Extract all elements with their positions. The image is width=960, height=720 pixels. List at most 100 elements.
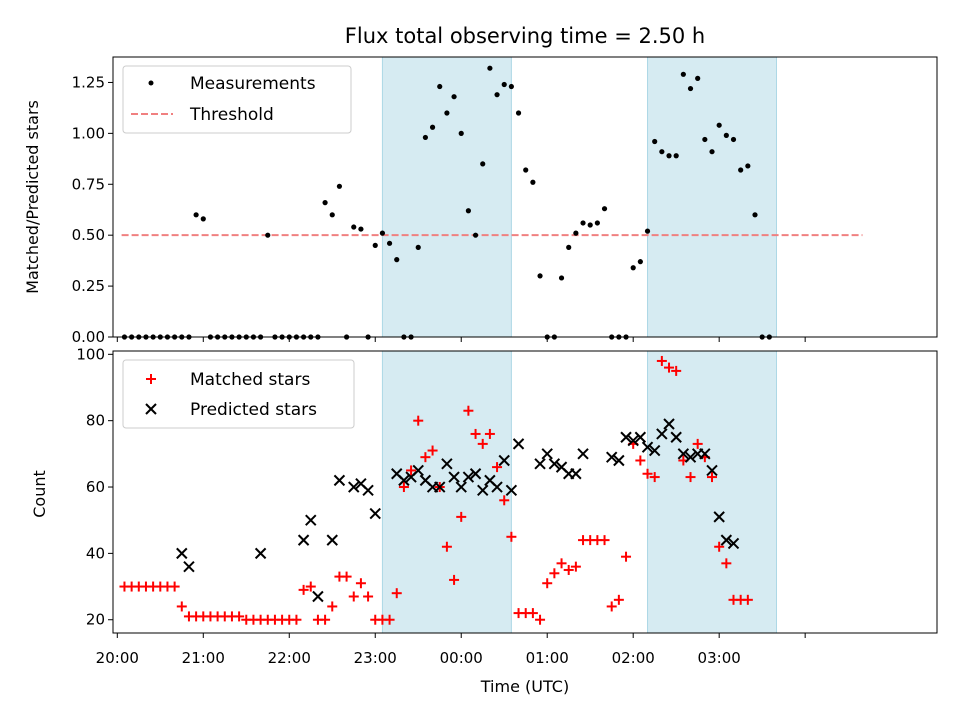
top-ytick-label-1: 0.25: [72, 277, 105, 295]
matched-point-74: [649, 472, 660, 483]
measurement-point-52: [494, 92, 500, 98]
predicted-point-45: [663, 418, 675, 430]
measurement-point-57: [530, 179, 536, 185]
measurement-point-28: [322, 200, 328, 206]
predicted-point-28: [505, 484, 518, 497]
legend-threshold-label: Threshold: [189, 105, 274, 125]
legend-matched-label: Matched stars: [190, 370, 310, 390]
predicted-point-43: [648, 444, 661, 457]
xtick-label-4: 00:00: [440, 649, 483, 667]
bottom-y-axis: 20 40 60 80 100: [76, 345, 113, 629]
predicted-point-7: [333, 474, 346, 487]
matched-point-40: [406, 465, 417, 476]
measurement-point-75: [659, 149, 665, 155]
measurement-point-30: [336, 183, 343, 189]
top-ytick-label-4: 1.00: [72, 124, 105, 142]
predicted-point-3: [297, 534, 310, 546]
bottom-ytick-label-4: 100: [76, 345, 105, 363]
ratio-panel: 0.00 0.25 0.50 0.75 1.00 1.25 Matched/Predict…: [23, 56, 938, 346]
predicted-point-48: [684, 451, 697, 463]
xtick-label-1: 21:00: [182, 649, 225, 667]
measurement-point-49: [472, 232, 479, 238]
measurement-point-81: [702, 136, 708, 143]
matched-point-7: [169, 581, 180, 592]
matched-point-87: [742, 594, 753, 605]
matched-point-26: [305, 581, 316, 592]
matched-point-50: [477, 438, 488, 449]
measurement-point-11: [200, 216, 206, 222]
xtick-label-7: 03:00: [698, 649, 741, 667]
bottom-shaded-spans: [381, 350, 777, 634]
matched-point-29: [327, 601, 338, 612]
matched-point-46: [449, 574, 460, 585]
measurement-point-55: [515, 110, 522, 116]
predicted-point-6: [326, 534, 338, 546]
bottom-legend: Matched stars Predicted stars: [122, 359, 355, 429]
matched-point-39: [398, 482, 409, 493]
matched-point-80: [692, 438, 703, 449]
measurement-point-71: [630, 265, 636, 271]
predicted-point-41: [634, 431, 647, 443]
chart-title: Flux total observing time = 2.50 h: [345, 24, 705, 48]
legend-measurements-label: Measurements: [190, 74, 316, 94]
predicted-point-36: [577, 448, 589, 460]
top-ytick-label-5: 1.25: [72, 73, 105, 91]
matched-point-77: [671, 365, 682, 376]
matched-point-63: [570, 561, 581, 572]
measurement-point-58: [537, 273, 543, 279]
matched-point-53: [499, 495, 510, 506]
matched-point-82: [707, 472, 718, 483]
matched-point-34: [363, 591, 374, 602]
predicted-point-8: [348, 481, 360, 493]
matched-point-51: [484, 428, 495, 439]
predicted-point-15: [412, 464, 424, 477]
measurement-point-67: [601, 206, 608, 212]
predicted-point-30: [534, 458, 546, 470]
shaded-span-1: [647, 350, 777, 634]
matched-point-84: [721, 558, 732, 569]
matched-point-52: [492, 462, 503, 473]
matched-point-33: [355, 578, 366, 589]
matched-point-57: [527, 608, 538, 619]
predicted-point-54: [727, 537, 740, 550]
xtick-label-3: 23:00: [354, 649, 397, 667]
top-legend-box: [122, 65, 352, 134]
measurement-point-82: [709, 149, 715, 155]
bottom-ytick-label-3: 80: [86, 412, 105, 430]
measurement-point-51: [487, 65, 493, 71]
measurement-point-83: [716, 122, 722, 128]
measurement-point-53: [501, 81, 507, 88]
bottom-legend-box: [122, 359, 355, 429]
legend-predicted-label: Predicted stars: [190, 400, 317, 420]
predicted-point-18: [434, 481, 446, 493]
matched-point-37: [384, 614, 395, 625]
measurement-point-61: [558, 275, 565, 281]
matched-point-60: [549, 568, 560, 579]
matched-point-38: [391, 588, 402, 599]
predicted-point-40: [627, 434, 639, 447]
xtick-label-5: 01:00: [526, 649, 569, 667]
matched-point-54: [506, 531, 517, 542]
measurement-point-20: [265, 232, 271, 238]
predicted-point-11: [369, 507, 381, 520]
measurement-point-73: [644, 228, 651, 234]
matched-point-45: [441, 541, 452, 552]
bottom-ytick-label-1: 40: [86, 544, 105, 562]
predicted-point-26: [491, 481, 503, 493]
top-ytick-label-2: 0.50: [72, 226, 105, 244]
predicted-point-19: [441, 458, 453, 470]
predicted-point-37: [605, 451, 618, 463]
measurement-point-80: [695, 75, 701, 81]
predicted-point-24: [477, 484, 489, 497]
bottom-ytick-label-2: 60: [86, 478, 105, 496]
measurement-point-32: [351, 224, 357, 230]
measurement-point-47: [458, 130, 464, 136]
shaded-span-0: [381, 56, 512, 338]
matched-point-73: [642, 468, 653, 479]
x-axis-label: Time (UTC): [480, 677, 569, 696]
bottom-x-axis: 20:00 21:00 22:00 23:00 00:00 01:00 02:00 03:00: [96, 633, 806, 667]
measurement-point-10: [193, 212, 199, 218]
measurement-point-78: [680, 71, 686, 77]
measurement-point-76: [666, 153, 672, 159]
xtick-label-6: 02:00: [612, 649, 655, 667]
